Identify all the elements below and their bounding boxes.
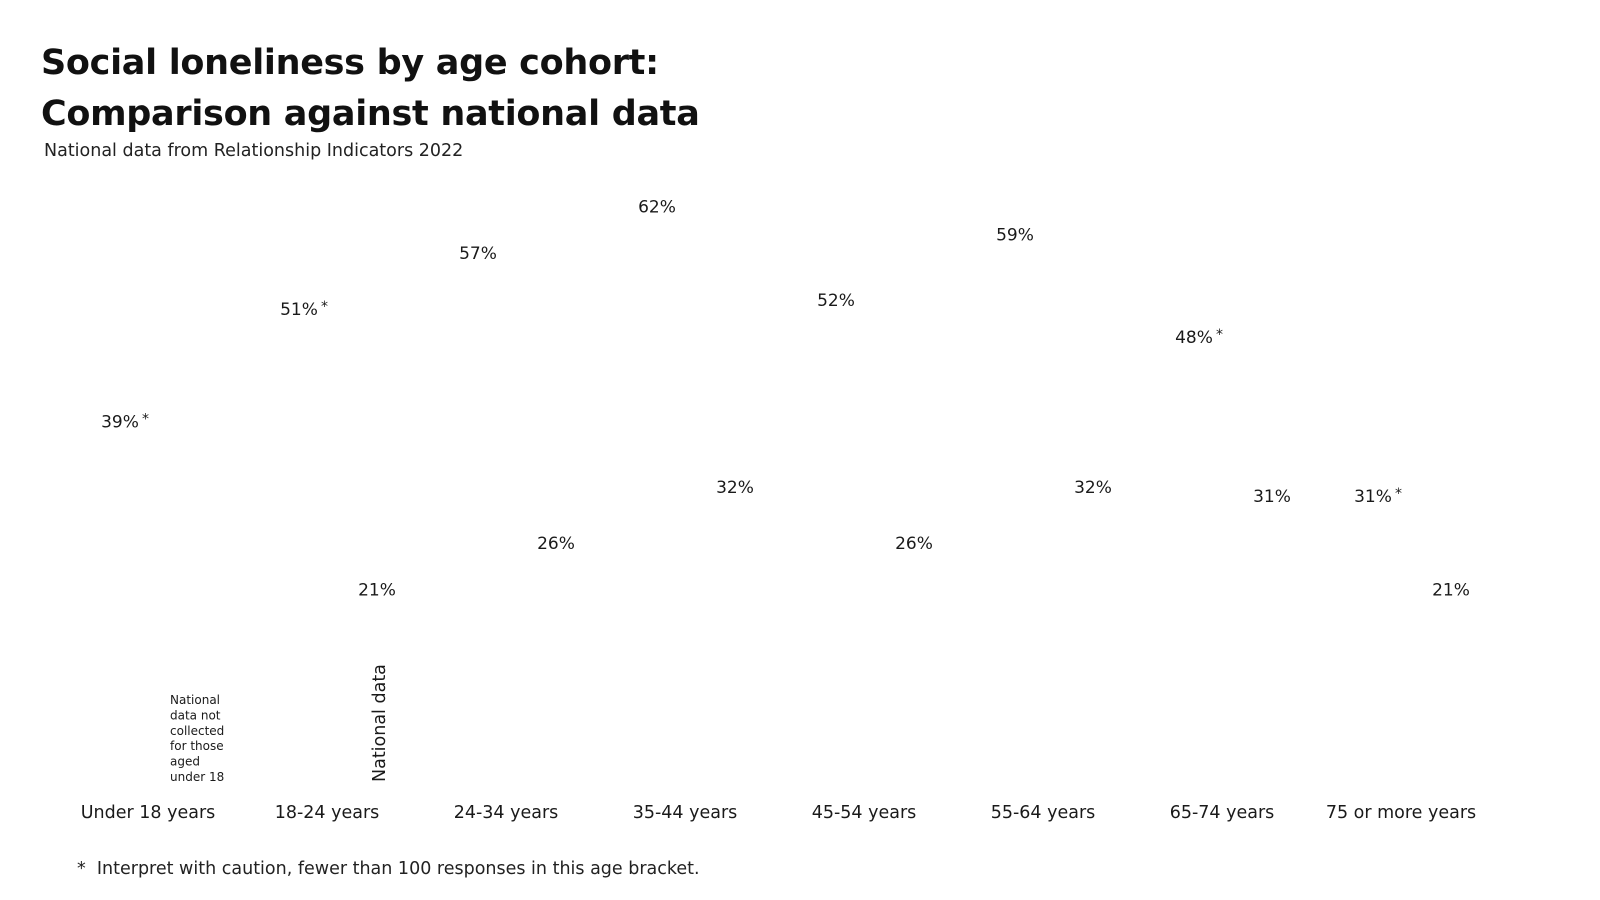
annotation-national-data-not-collected: National data not collected for those aged un…: [170, 693, 224, 784]
x-tick-label-35-44-years: 35-44 years: [633, 803, 738, 823]
chart-title-line-1: Social loneliness by age cohort:: [41, 43, 659, 83]
x-tick-label-under-18-years: Under 18 years: [81, 803, 216, 823]
survey-value-label-35-44-years: 62%: [638, 197, 676, 217]
survey-value-label-55-64-years: 59%: [996, 225, 1034, 245]
survey-value-label-75-or-more-years: 31%: [1354, 487, 1392, 507]
x-tick-label-75-or-more-years: 75 or more years: [1326, 803, 1476, 823]
footnote: * Interpret with caution, fewer than 100…: [77, 859, 700, 879]
national-value-label-45-54-years: 26%: [895, 534, 933, 554]
x-tick-label-65-74-years: 65-74 years: [1170, 803, 1275, 823]
caution-marker-under-18-years: *: [142, 411, 149, 427]
national-value-label-75-or-more-years: 21%: [1432, 581, 1470, 601]
x-tick-label-24-34-years: 24-34 years: [454, 803, 559, 823]
x-tick-label-18-24-years: 18-24 years: [275, 803, 380, 823]
national-value-label-35-44-years: 32%: [716, 478, 754, 498]
survey-value-label-under-18-years: 39%: [101, 412, 139, 432]
x-tick-label-55-64-years: 55-64 years: [991, 803, 1096, 823]
chart-title: Social loneliness by age cohort: Compari…: [41, 38, 700, 140]
survey-value-label-18-24-years: 51%: [280, 300, 318, 320]
survey-value-label-45-54-years: 52%: [817, 291, 855, 311]
chart-title-line-2: Comparison against national data: [41, 94, 700, 134]
national-value-label-65-74-years: 31%: [1253, 487, 1291, 507]
caution-marker-18-24-years: *: [321, 299, 328, 315]
national-value-label-55-64-years: 32%: [1074, 478, 1112, 498]
chart-subtitle: National data from Relationship Indicato…: [44, 141, 464, 161]
caution-marker-75-or-more-years: *: [1395, 486, 1402, 502]
survey-value-label-24-34-years: 57%: [459, 244, 497, 264]
x-tick-label-45-54-years: 45-54 years: [812, 803, 917, 823]
survey-value-label-65-74-years: 48%: [1175, 328, 1213, 348]
national-value-label-18-24-years: 21%: [358, 581, 396, 601]
national-data-series-label: National data: [370, 664, 390, 782]
caution-marker-65-74-years: *: [1216, 327, 1223, 343]
national-value-label-24-34-years: 26%: [537, 534, 575, 554]
